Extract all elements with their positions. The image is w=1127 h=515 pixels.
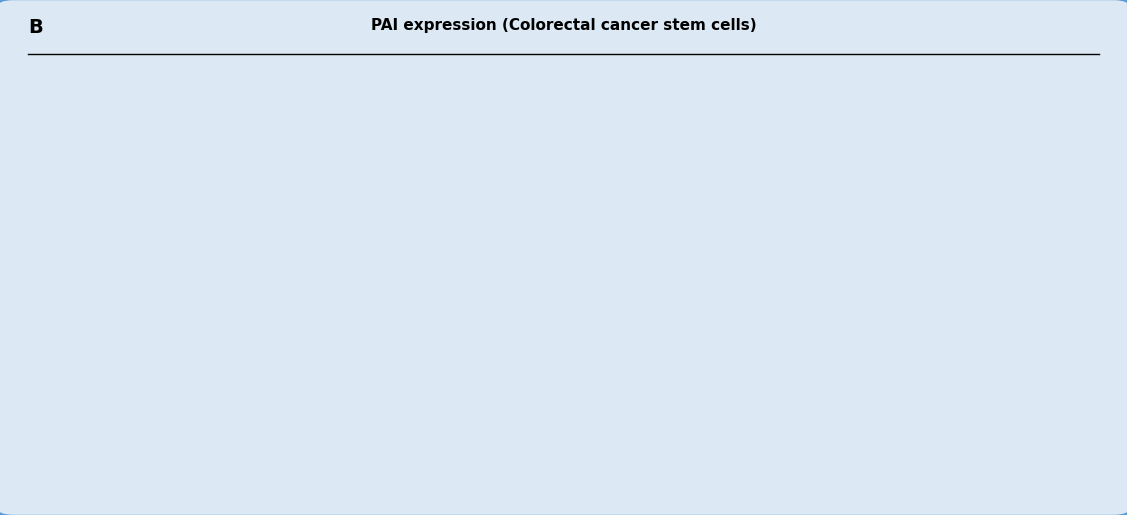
Bar xyxy=(545,414,584,515)
Text: (10μM): (10μM) xyxy=(189,288,228,298)
Y-axis label: mRNA expression level
(Fold change): mRNA expression level (Fold change) xyxy=(600,110,619,199)
Text: (100mM): (100mM) xyxy=(573,510,622,515)
Text: P<0.0001: P<0.0001 xyxy=(704,85,749,94)
Y-axis label: mRNA expression level
(Fold change): mRNA expression level (Fold change) xyxy=(76,110,95,199)
Text: B: B xyxy=(28,18,43,37)
Y-axis label: mRNA expression level
(Fold change): mRNA expression level (Fold change) xyxy=(851,110,870,199)
Text: Carbon tetrachloride: Carbon tetrachloride xyxy=(929,263,1044,272)
Text: (10μM): (10μM) xyxy=(449,288,487,298)
Bar xyxy=(224,110,274,242)
Text: P=0.3127: P=0.3127 xyxy=(782,281,827,290)
Text: Benzidine: Benzidine xyxy=(441,263,495,272)
Text: P=0.0096: P=0.0096 xyxy=(160,309,205,318)
Bar xyxy=(818,323,857,464)
Bar xyxy=(196,376,234,464)
Bar xyxy=(921,154,970,373)
Y-axis label: mRNA expression level
(Fold change): mRNA expression level (Fold change) xyxy=(276,332,295,420)
Bar xyxy=(403,319,442,464)
Text: 1,3-Butadiene: 1,3-Butadiene xyxy=(766,484,843,494)
Bar xyxy=(483,102,533,242)
Bar xyxy=(1026,320,1064,515)
Bar xyxy=(1002,93,1051,373)
Text: 4,4'-Methylenebis: 4,4'-Methylenebis xyxy=(962,484,1062,494)
Y-axis label: mRNA expression level
(Fold change): mRNA expression level (Fold change) xyxy=(480,332,499,420)
Bar xyxy=(338,450,376,464)
Text: PAI expression (Colorectal cancer stem cells): PAI expression (Colorectal cancer stem c… xyxy=(371,18,756,33)
Text: P=0.1681: P=0.1681 xyxy=(445,56,490,65)
Y-axis label: mRNA expression level
(Fold change): mRNA expression level (Fold change) xyxy=(65,332,85,420)
Text: (6.5μM): (6.5μM) xyxy=(965,288,1008,298)
Text: Benzo[a]pyrene: Benzo[a]pyrene xyxy=(683,263,771,273)
Text: 1,2-Dichloropropane: 1,2-Dichloropropane xyxy=(541,484,654,494)
Text: P=0.0053: P=0.0053 xyxy=(575,291,620,300)
Text: (0.5mM): (0.5mM) xyxy=(160,510,205,515)
Text: P<0.0001: P<0.0001 xyxy=(367,286,412,296)
Bar xyxy=(143,230,193,242)
Text: Aristolochic acid I: Aristolochic acid I xyxy=(160,263,257,272)
Text: Semustine: Semustine xyxy=(153,484,212,494)
Y-axis label: mRNA expression level
(Fold change): mRNA expression level (Fold change) xyxy=(895,332,914,420)
Bar xyxy=(662,220,711,242)
Bar xyxy=(743,117,792,242)
Text: P=0.0068: P=0.0068 xyxy=(990,280,1035,289)
Y-axis label: mRNA expression level
(Fold change): mRNA expression level (Fold change) xyxy=(332,110,352,199)
Text: P=0.0027: P=0.0027 xyxy=(186,56,231,65)
Y-axis label: mRNA expression level
(Fold change): mRNA expression level (Fold change) xyxy=(687,332,707,420)
Bar xyxy=(753,341,791,464)
Text: (10mM): (10mM) xyxy=(783,510,826,515)
Text: (5nM): (5nM) xyxy=(374,510,406,515)
Text: TPA: TPA xyxy=(380,484,400,494)
Text: (2μM): (2μM) xyxy=(711,288,743,298)
Text: P=0.1101: P=0.1101 xyxy=(964,60,1009,69)
Bar xyxy=(131,347,169,464)
Bar xyxy=(402,125,452,242)
Text: (5μM): (5μM) xyxy=(996,510,1028,515)
Bar xyxy=(960,414,999,515)
Bar xyxy=(611,338,649,515)
